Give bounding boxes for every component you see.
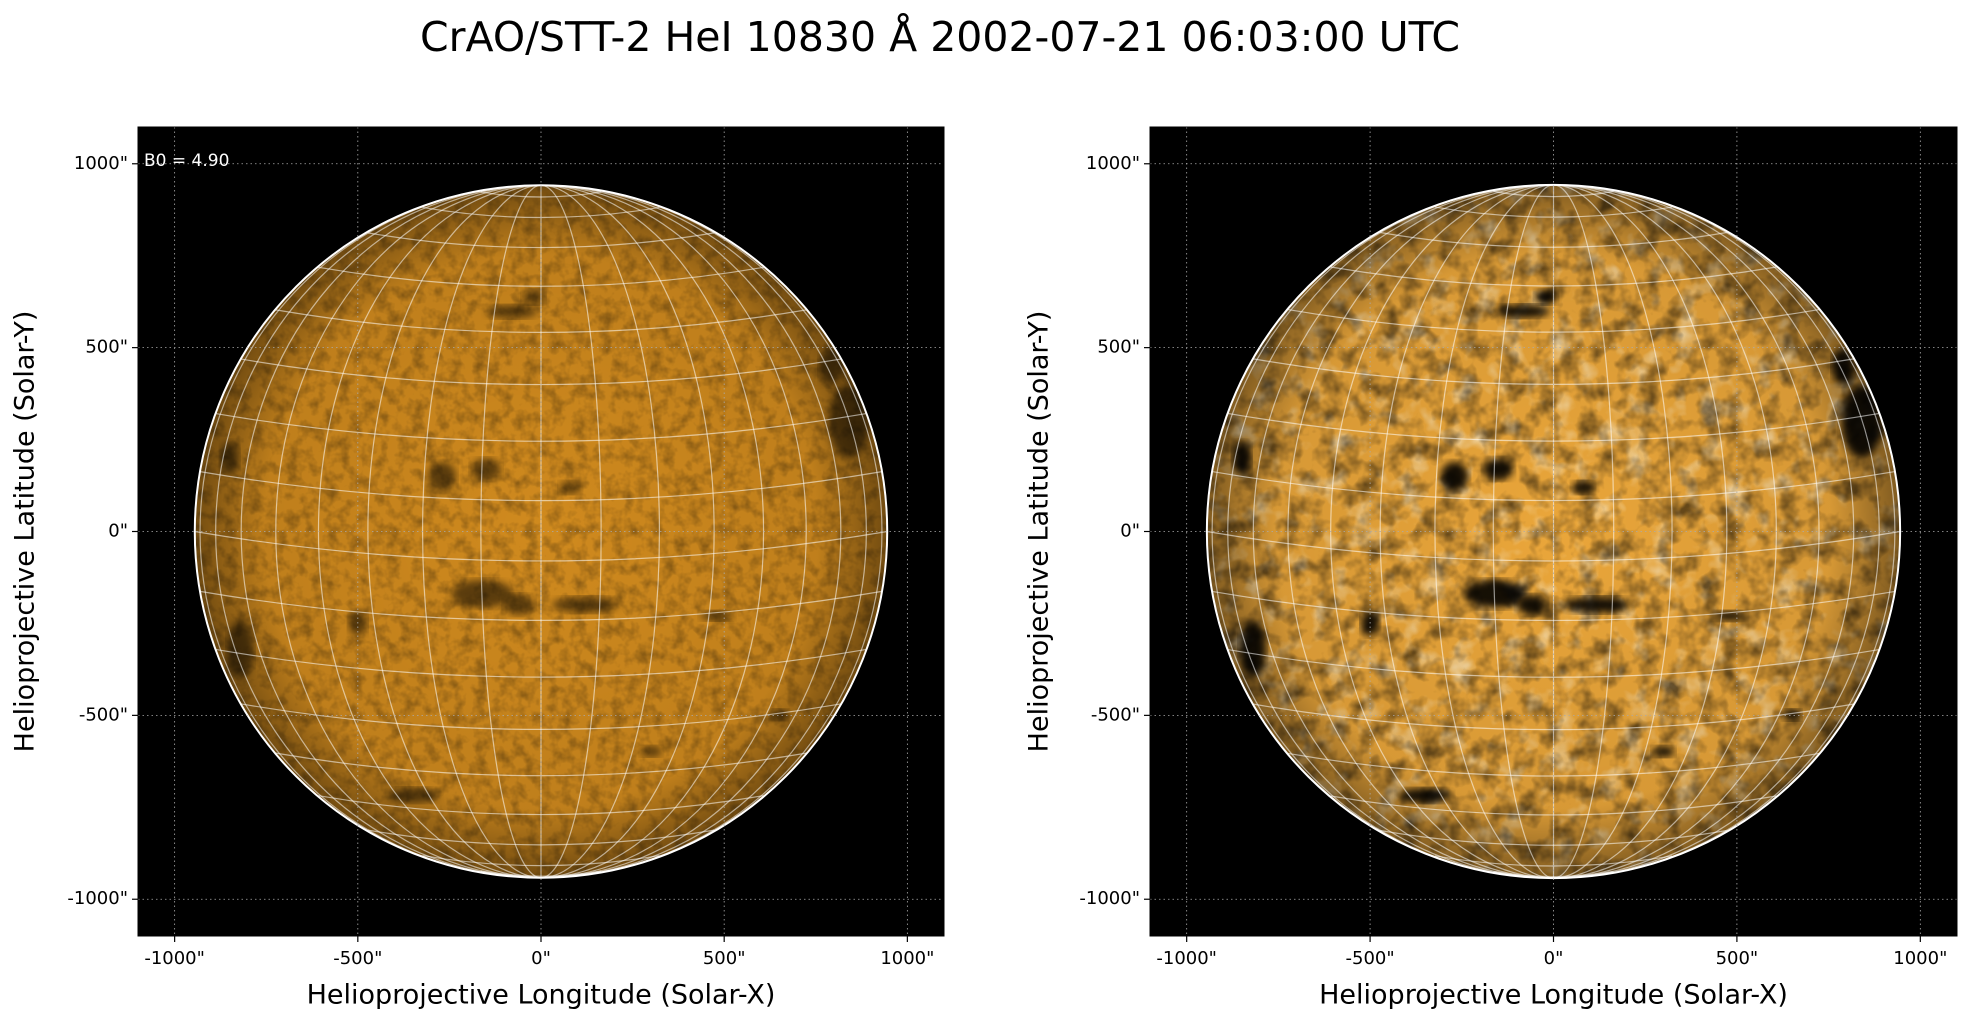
- parallel: [318, 266, 764, 287]
- parallel: [318, 795, 764, 816]
- limb: [193, 184, 889, 879]
- y-axis-label: Helioprojective Latitude (Solar-Y): [1024, 311, 1055, 753]
- annotation: B0 = 4.90: [144, 151, 229, 171]
- y-tick-label: 0": [1120, 521, 1140, 542]
- parallel: [1206, 530, 1901, 562]
- meridian: [275, 185, 807, 878]
- parallel: [1212, 590, 1895, 622]
- parallel: [194, 530, 888, 562]
- x-tick-label: 0": [531, 948, 551, 969]
- y-tick-label: -500": [79, 704, 128, 725]
- x-tick-label: -500": [1346, 948, 1395, 969]
- x-tick-label: -1000": [1156, 948, 1217, 969]
- y-tick-label: 500": [1097, 337, 1140, 358]
- y-tick-label: 1000": [74, 153, 128, 174]
- parallel: [1253, 703, 1854, 731]
- y-tick-label: 0": [108, 521, 128, 542]
- parallel: [1493, 870, 1614, 878]
- x-tick-label: 500": [703, 948, 746, 969]
- y-tick-label: -500": [1091, 704, 1140, 725]
- meridian: [1252, 184, 1855, 879]
- parallel: [1380, 829, 1727, 846]
- parallel: [215, 412, 867, 442]
- parallel: [199, 590, 883, 621]
- solar-disk: [1206, 184, 1901, 879]
- meridian: [1211, 184, 1896, 879]
- y-tick-label: -1000": [67, 888, 128, 909]
- parallel: [480, 870, 602, 877]
- x-tick-label: 1000": [1893, 948, 1947, 969]
- parallel: [241, 703, 841, 730]
- parallel: [275, 309, 807, 333]
- parallel: [367, 829, 715, 846]
- x-axis-label: Helioprojective Longitude (Solar-X): [307, 980, 776, 1011]
- figure-title: CrAO/STT-2 HeI 10830 Å 2002-07-21 06:03:…: [420, 13, 1460, 61]
- meridian: [1287, 184, 1820, 879]
- parallel: [1493, 190, 1614, 198]
- limb: [1205, 183, 1902, 880]
- parallel: [367, 232, 715, 249]
- axes-frame: [137, 126, 945, 937]
- y-tick-label: 1000": [1086, 153, 1140, 174]
- x-tick-label: 1000": [880, 948, 934, 969]
- x-tick-label: -500": [333, 948, 382, 969]
- y-axis-label: Helioprojective Latitude (Solar-Y): [10, 311, 41, 753]
- parallel: [1380, 231, 1727, 248]
- parallel: [1287, 308, 1820, 333]
- x-axis-label: Helioprojective Longitude (Solar-X): [1319, 980, 1788, 1011]
- y-tick-label: 500": [85, 337, 128, 358]
- parallel: [1330, 795, 1777, 816]
- parallel: [480, 191, 602, 198]
- parallel: [1227, 412, 1880, 442]
- x-tick-label: -1000": [144, 948, 205, 969]
- y-tick-label: -1000": [1079, 888, 1140, 909]
- axes-frame: [1149, 126, 1958, 937]
- x-tick-label: 500": [1716, 948, 1759, 969]
- x-tick-label: 0": [1544, 948, 1564, 969]
